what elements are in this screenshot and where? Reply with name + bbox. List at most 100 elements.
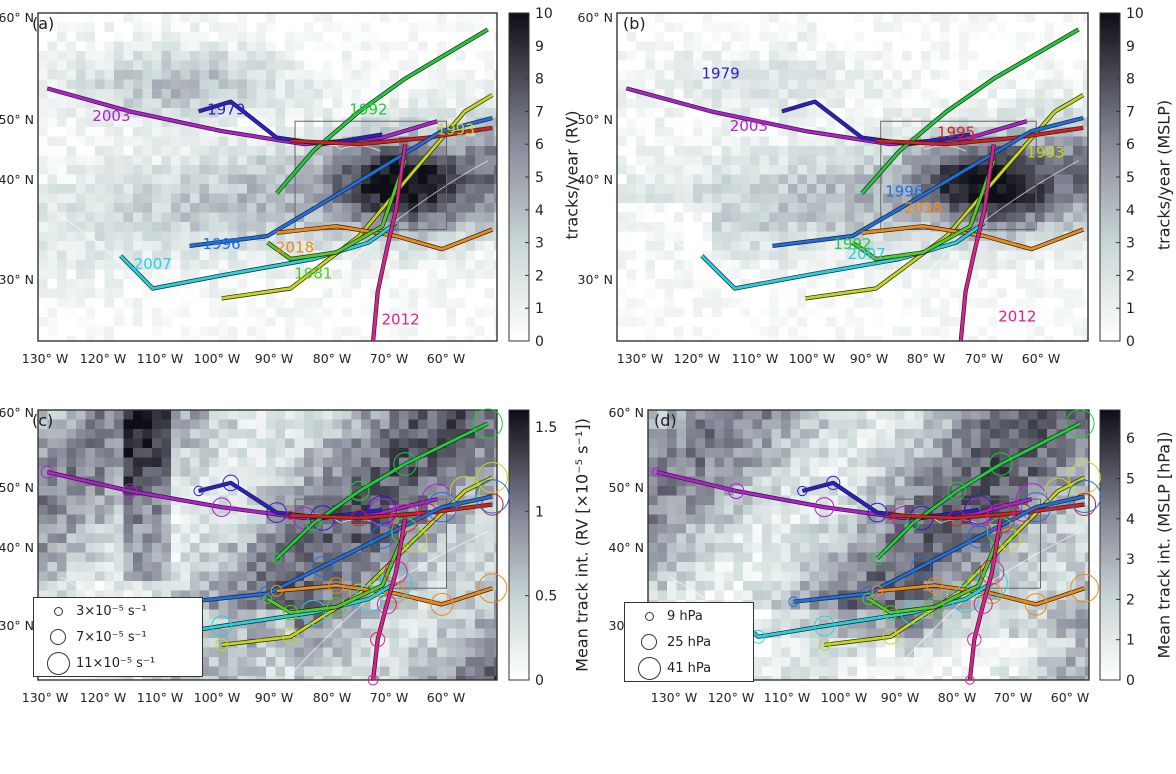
heatmap-cell xyxy=(219,448,229,458)
heatmap-cell xyxy=(788,42,798,52)
heatmap-cell xyxy=(864,23,874,33)
heatmap-cell xyxy=(266,308,276,318)
heatmap-cell xyxy=(418,467,428,477)
heatmap-cell xyxy=(1073,270,1083,280)
heatmap-cell xyxy=(38,581,48,591)
colorbar-tick-label: 10 xyxy=(1126,6,1144,22)
heatmap-cell xyxy=(314,127,324,137)
heatmap-cell xyxy=(447,638,457,648)
heatmap-cell xyxy=(978,61,988,71)
heatmap-cell xyxy=(86,572,96,582)
heatmap-cell xyxy=(466,260,476,270)
heatmap-cell xyxy=(466,241,476,251)
heatmap-cell xyxy=(133,289,143,299)
heatmap-cell xyxy=(836,13,846,23)
heatmap-cell xyxy=(57,448,67,458)
heatmap-cell xyxy=(86,213,96,223)
heatmap-cell xyxy=(665,241,675,251)
heatmap-cell xyxy=(190,232,200,242)
heatmap-cell xyxy=(171,51,181,61)
heatmap-cell xyxy=(475,13,485,23)
heatmap-cell xyxy=(86,80,96,90)
heatmap-cell xyxy=(371,439,381,449)
heatmap-cell xyxy=(845,222,855,232)
heatmap-cell xyxy=(238,600,248,610)
heatmap-cell xyxy=(428,619,438,629)
heatmap-cell xyxy=(133,137,143,147)
heatmap-cell xyxy=(646,184,656,194)
heatmap-cell xyxy=(67,32,77,42)
heatmap-cell xyxy=(798,213,808,223)
heatmap-cell xyxy=(114,553,124,563)
heatmap-cell xyxy=(266,467,276,477)
heatmap-cell xyxy=(333,308,343,318)
heatmap-cell xyxy=(409,629,419,639)
heatmap-cell xyxy=(760,327,770,337)
heatmap-cell xyxy=(447,156,457,166)
lon-tick-label: 70° W xyxy=(370,690,409,705)
heatmap-cell xyxy=(247,194,257,204)
heatmap-cell xyxy=(750,270,760,280)
heatmap-cell xyxy=(238,327,248,337)
heatmap-cell xyxy=(124,232,134,242)
heatmap-cell xyxy=(76,298,86,308)
heatmap-cell xyxy=(1007,279,1017,289)
heatmap-cell xyxy=(978,108,988,118)
heatmap-cell xyxy=(475,543,485,553)
lon-tick-label: 80° W xyxy=(907,351,946,366)
heatmap-cell xyxy=(181,213,191,223)
heatmap-cell xyxy=(617,260,627,270)
heatmap-cell xyxy=(617,317,627,327)
heatmap-cell xyxy=(390,619,400,629)
heatmap-cell xyxy=(266,477,276,487)
heatmap-cell xyxy=(399,638,409,648)
heatmap-cell xyxy=(636,203,646,213)
heatmap-cell xyxy=(266,279,276,289)
heatmap-cell xyxy=(874,99,884,109)
heatmap-cell xyxy=(931,70,941,80)
heatmap-cell xyxy=(48,429,58,439)
heatmap-cell xyxy=(285,80,295,90)
heatmap-cell xyxy=(143,448,153,458)
heatmap-cell xyxy=(883,336,893,341)
heatmap-cell xyxy=(855,317,865,327)
heatmap-cell xyxy=(475,448,485,458)
lat-tick-label: 50° N xyxy=(0,480,34,495)
heatmap-cell xyxy=(447,467,457,477)
heatmap-cell xyxy=(950,184,960,194)
heatmap-cell xyxy=(466,184,476,194)
heatmap-cell xyxy=(912,156,922,166)
heatmap-cell xyxy=(266,448,276,458)
heatmap-cell xyxy=(124,429,134,439)
heatmap-cell xyxy=(228,13,238,23)
heatmap-cell xyxy=(1054,213,1064,223)
heatmap-cell xyxy=(57,61,67,71)
heatmap-cell xyxy=(798,222,808,232)
heatmap-cell xyxy=(295,32,305,42)
heatmap-cell xyxy=(722,42,732,52)
heatmap-cell xyxy=(475,317,485,327)
heatmap-cell xyxy=(817,137,827,147)
heatmap-cell xyxy=(266,42,276,52)
heatmap-cell xyxy=(712,308,722,318)
heatmap-cell xyxy=(133,572,143,582)
heatmap-cell xyxy=(171,13,181,23)
heatmap-cell xyxy=(485,562,495,572)
heatmap-cell xyxy=(456,260,466,270)
heatmap-cell xyxy=(238,467,248,477)
heatmap-cell xyxy=(428,534,438,544)
heatmap-cell xyxy=(57,581,67,591)
heatmap-cell xyxy=(731,232,741,242)
heatmap-cell xyxy=(152,222,162,232)
heatmap-cell xyxy=(295,336,305,341)
heatmap-cell xyxy=(342,420,352,430)
heatmap-cell xyxy=(171,241,181,251)
colorbar-tick-label: 5 xyxy=(1126,170,1135,186)
heatmap-cell xyxy=(1016,222,1026,232)
heatmap-cell xyxy=(171,336,181,341)
heatmap-cell xyxy=(323,99,333,109)
heatmap-cell xyxy=(238,629,248,639)
heatmap-cell xyxy=(437,203,447,213)
heatmap-cell xyxy=(750,260,760,270)
heatmap-cell xyxy=(333,203,343,213)
